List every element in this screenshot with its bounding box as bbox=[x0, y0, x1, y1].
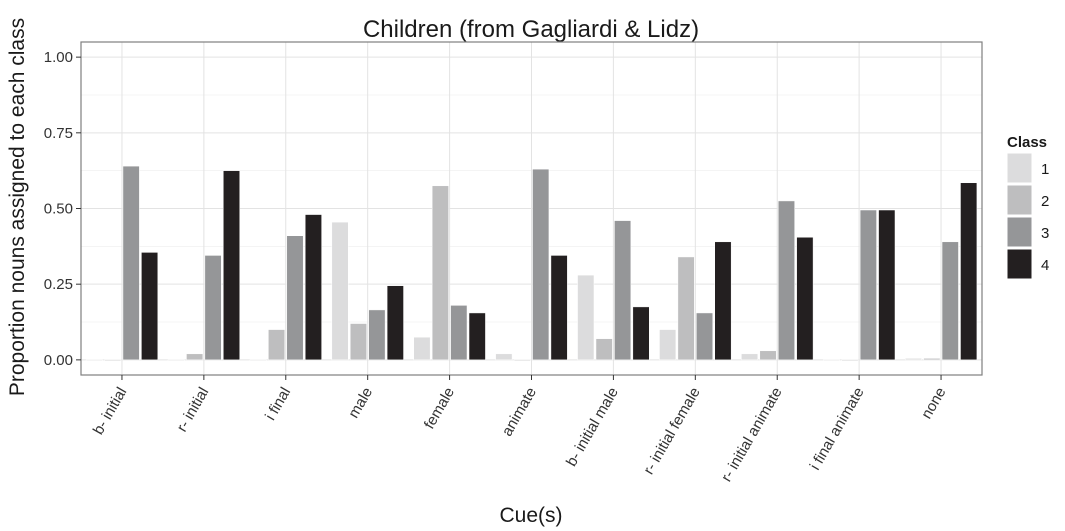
y-tick-label: 0.25 bbox=[44, 276, 73, 293]
bar bbox=[759, 350, 777, 361]
bar bbox=[878, 209, 896, 361]
bar bbox=[550, 255, 568, 361]
bar bbox=[368, 309, 386, 361]
bar bbox=[431, 185, 449, 361]
y-axis-title: Proportion nouns assigned to each class bbox=[6, 18, 29, 396]
bar bbox=[841, 359, 859, 361]
bar bbox=[286, 235, 304, 361]
bar bbox=[450, 305, 468, 361]
bar bbox=[186, 353, 204, 361]
legend-swatch bbox=[1006, 152, 1033, 184]
x-axis: b- initial r- initial i final male female ani… bbox=[90, 375, 950, 485]
bar bbox=[904, 358, 922, 361]
x-tick-label: male bbox=[345, 385, 376, 422]
bar bbox=[223, 170, 240, 361]
bar bbox=[249, 359, 267, 361]
bar bbox=[532, 168, 550, 361]
x-tick-label: none bbox=[918, 385, 949, 422]
bar bbox=[659, 329, 677, 361]
y-tick-label: 0.50 bbox=[44, 201, 73, 218]
x-axis-title: Cue(s) bbox=[499, 504, 562, 527]
x-tick-label: animate bbox=[499, 385, 540, 440]
bar bbox=[386, 285, 404, 361]
bar bbox=[614, 220, 632, 361]
y-tick-label: 0.00 bbox=[44, 352, 73, 369]
y-axis: 0.00 0.25 0.50 0.75 1.00 bbox=[44, 49, 81, 369]
bar bbox=[823, 359, 840, 361]
bar bbox=[495, 353, 513, 361]
bar bbox=[104, 359, 122, 361]
bar bbox=[595, 338, 613, 361]
bar bbox=[350, 323, 367, 361]
x-tick-label: r- initial female bbox=[640, 385, 703, 478]
bar bbox=[796, 237, 814, 361]
x-tick-label: b- initial bbox=[90, 385, 131, 438]
legend-swatch bbox=[1006, 184, 1033, 216]
bar bbox=[632, 306, 650, 361]
x-tick-label: r- initial bbox=[173, 385, 212, 435]
bar bbox=[331, 221, 349, 361]
bar bbox=[714, 241, 732, 361]
bar bbox=[122, 165, 140, 361]
bar bbox=[167, 359, 185, 361]
bar bbox=[941, 241, 959, 361]
bar bbox=[413, 336, 431, 361]
bar bbox=[513, 359, 531, 361]
bar bbox=[696, 312, 713, 361]
legend-swatch bbox=[1006, 248, 1033, 280]
bar bbox=[141, 252, 159, 361]
bar bbox=[859, 209, 877, 361]
legend-label: 4 bbox=[1041, 257, 1049, 274]
x-tick-label: i final animate bbox=[807, 385, 868, 474]
legend-swatch bbox=[1006, 216, 1033, 248]
x-tick-label: b- initial male bbox=[563, 385, 622, 470]
y-tick-label: 1.00 bbox=[44, 49, 73, 66]
legend-label: 3 bbox=[1041, 225, 1049, 242]
y-tick-label: 0.75 bbox=[44, 125, 73, 142]
x-tick-label: r- initial animate bbox=[718, 385, 786, 485]
bar bbox=[677, 256, 695, 361]
bar bbox=[85, 359, 103, 361]
bar bbox=[777, 200, 795, 361]
bars bbox=[85, 165, 978, 361]
bar bbox=[960, 182, 978, 361]
legend-label: 1 bbox=[1041, 161, 1049, 178]
legend: Class 1 2 3 4 bbox=[1006, 134, 1049, 280]
bar bbox=[923, 358, 941, 361]
bar bbox=[468, 312, 486, 361]
bar bbox=[741, 353, 759, 361]
x-tick-label: i final bbox=[262, 385, 294, 424]
legend-label: 2 bbox=[1041, 193, 1049, 210]
legend-title: Class bbox=[1007, 134, 1047, 151]
x-tick-label: female bbox=[421, 385, 458, 432]
bar bbox=[268, 329, 286, 361]
bar bbox=[577, 274, 595, 361]
bar bbox=[304, 214, 322, 361]
chart-title: Children (from Gagliardi & Lidz) bbox=[363, 16, 699, 43]
bar bbox=[204, 255, 222, 361]
